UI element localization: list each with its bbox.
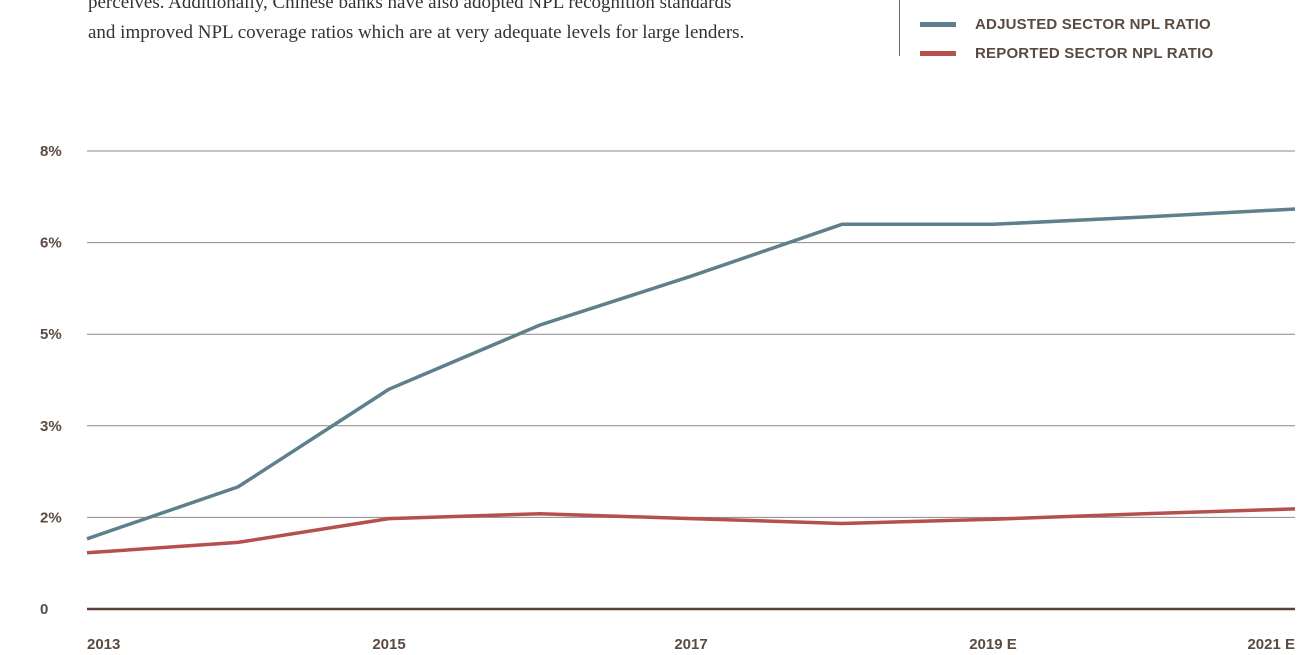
chart-legend: ADJUSTED SECTOR NPL RATIO REPORTED SECTO… <box>920 10 1213 68</box>
legend-divider <box>899 0 900 56</box>
legend-label-reported: REPORTED SECTOR NPL RATIO <box>975 45 1214 62</box>
intro-line: and improved NPL coverage ratios which a… <box>88 22 745 43</box>
x-tick-label: 2017 <box>674 636 707 653</box>
y-tick-label: 0 <box>40 601 48 618</box>
intro-paragraph: perceives. Additionally, Chinese banks h… <box>88 0 888 48</box>
y-tick-label: 3% <box>40 418 62 435</box>
legend-item-adjusted: ADJUSTED SECTOR NPL RATIO <box>920 10 1213 39</box>
intro-line: perceives. Additionally, Chinese banks h… <box>88 0 732 13</box>
legend-swatch-adjusted <box>920 22 956 27</box>
x-tick-label: 2019 E <box>969 636 1017 653</box>
x-tick-label: 2015 <box>372 636 405 653</box>
legend-item-reported: REPORTED SECTOR NPL RATIO <box>920 39 1213 68</box>
series-line-adjusted <box>86 207 1296 541</box>
x-tick-label: 2021 E <box>1247 636 1295 653</box>
y-tick-label: 6% <box>40 235 62 252</box>
legend-label-adjusted: ADJUSTED SECTOR NPL RATIO <box>975 16 1211 33</box>
legend-swatch-reported <box>920 51 956 56</box>
series-line-reported <box>86 507 1296 555</box>
y-tick-label: 2% <box>40 509 62 526</box>
y-tick-label: 8% <box>40 143 62 160</box>
x-tick-label: 2013 <box>87 636 120 653</box>
y-tick-label: 5% <box>40 326 62 343</box>
